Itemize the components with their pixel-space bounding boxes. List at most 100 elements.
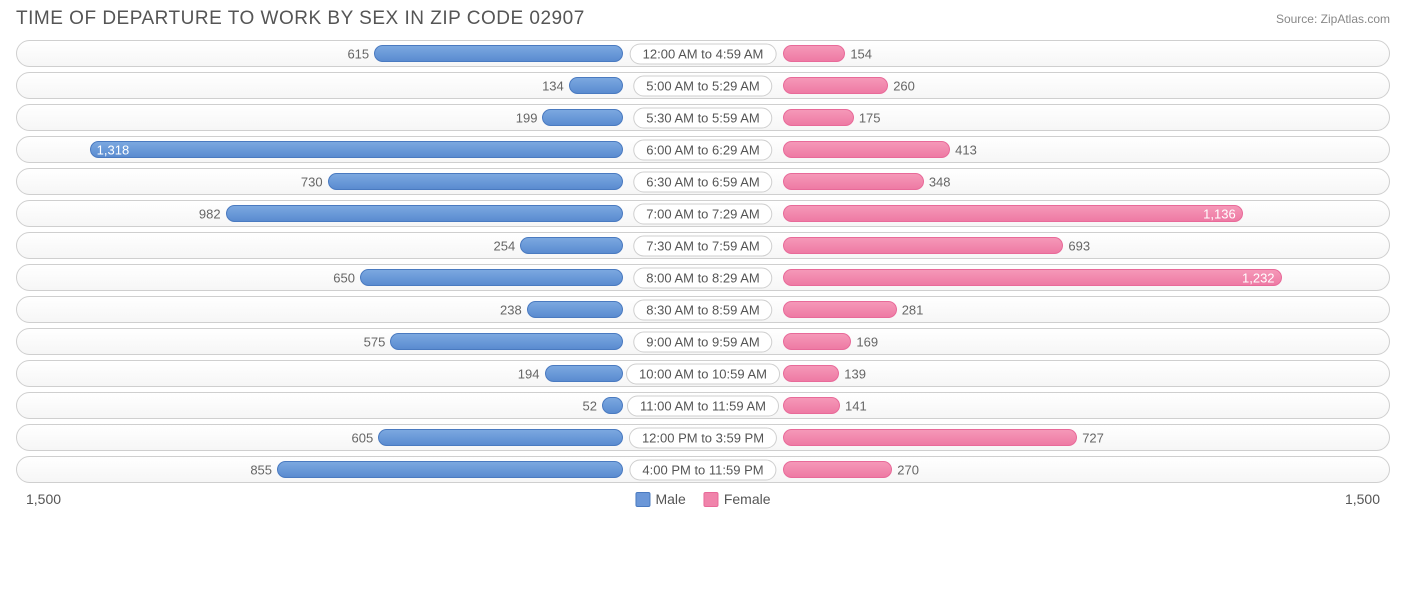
male-bar: 134	[569, 77, 623, 94]
female-value: 141	[839, 398, 867, 413]
female-value: 281	[896, 302, 924, 317]
female-half: 139	[703, 361, 1389, 386]
male-bar: 52	[602, 397, 623, 414]
chart-footer: 1,500 Male Female 1,500	[16, 489, 1390, 509]
chart-row: 575 9:00 AM to 9:59 AM 169	[16, 328, 1390, 355]
category-label: 12:00 AM to 4:59 AM	[630, 43, 777, 64]
male-value: 730	[301, 174, 329, 189]
category-label: 6:30 AM to 6:59 AM	[633, 171, 772, 192]
category-label: 10:00 AM to 10:59 AM	[626, 363, 780, 384]
female-bar: 169	[783, 333, 851, 350]
legend-item-female: Female	[704, 491, 771, 507]
male-bar: 730	[328, 173, 623, 190]
category-label: 7:00 AM to 7:29 AM	[633, 203, 772, 224]
male-bar: 855	[277, 461, 623, 478]
male-half: 730	[17, 169, 703, 194]
male-value: 238	[500, 302, 528, 317]
chart-row: 194 10:00 AM to 10:59 AM 139	[16, 360, 1390, 387]
male-bar: 605	[378, 429, 623, 446]
male-swatch-icon	[635, 492, 650, 507]
female-value: 270	[891, 462, 919, 477]
category-label: 5:30 AM to 5:59 AM	[633, 107, 772, 128]
female-half: 1,136	[703, 201, 1389, 226]
category-label: 5:00 AM to 5:29 AM	[633, 75, 772, 96]
chart-row: 615 12:00 AM to 4:59 AM 154	[16, 40, 1390, 67]
male-bar: 254	[520, 237, 623, 254]
axis-label-left: 1,500	[26, 491, 61, 507]
female-half: 348	[703, 169, 1389, 194]
female-half: 169	[703, 329, 1389, 354]
male-half: 52	[17, 393, 703, 418]
female-value: 175	[853, 110, 881, 125]
female-bar: 281	[783, 301, 897, 318]
female-half: 154	[703, 41, 1389, 66]
male-value: 52	[583, 398, 603, 413]
female-bar: 348	[783, 173, 924, 190]
chart-row: 605 12:00 PM to 3:59 PM 727	[16, 424, 1390, 451]
male-bar: 238	[527, 301, 623, 318]
category-label: 6:00 AM to 6:29 AM	[633, 139, 772, 160]
legend-item-male: Male	[635, 491, 685, 507]
male-half: 615	[17, 41, 703, 66]
female-value: 169	[850, 334, 878, 349]
male-half: 855	[17, 457, 703, 482]
female-half: 727	[703, 425, 1389, 450]
legend-female-label: Female	[724, 491, 771, 507]
male-bar: 194	[545, 365, 624, 382]
female-bar: 1,232	[783, 269, 1282, 286]
female-bar: 139	[783, 365, 839, 382]
female-half: 260	[703, 73, 1389, 98]
male-half: 194	[17, 361, 703, 386]
female-bar: 141	[783, 397, 840, 414]
male-half: 199	[17, 105, 703, 130]
female-bar: 693	[783, 237, 1063, 254]
female-value: 727	[1076, 430, 1104, 445]
chart-row: 855 4:00 PM to 11:59 PM 270	[16, 456, 1390, 483]
chart-row: 238 8:30 AM to 8:59 AM 281	[16, 296, 1390, 323]
female-value: 260	[887, 78, 915, 93]
female-half: 270	[703, 457, 1389, 482]
male-value: 855	[250, 462, 278, 477]
female-bar: 1,136	[783, 205, 1243, 222]
chart-row: 52 11:00 AM to 11:59 AM 141	[16, 392, 1390, 419]
category-label: 8:30 AM to 8:59 AM	[633, 299, 772, 320]
female-value: 1,136	[1203, 206, 1236, 221]
male-half: 650	[17, 265, 703, 290]
male-value: 982	[199, 206, 227, 221]
chart-row: 982 7:00 AM to 7:29 AM 1,136	[16, 200, 1390, 227]
male-bar: 1,318	[90, 141, 623, 158]
male-half: 1,318	[17, 137, 703, 162]
male-bar: 615	[374, 45, 623, 62]
male-value: 650	[333, 270, 361, 285]
female-value: 154	[844, 46, 872, 61]
male-value: 1,318	[97, 142, 130, 157]
chart-header: TIME OF DEPARTURE TO WORK BY SEX IN ZIP …	[16, 8, 1390, 30]
male-value: 575	[364, 334, 392, 349]
diverging-bar-chart: 615 12:00 AM to 4:59 AM 154 134 5:00 AM …	[16, 40, 1390, 483]
male-bar: 650	[360, 269, 623, 286]
female-value: 348	[923, 174, 951, 189]
male-value: 199	[516, 110, 544, 125]
female-value: 1,232	[1242, 270, 1275, 285]
chart-row: 650 8:00 AM to 8:29 AM 1,232	[16, 264, 1390, 291]
male-bar: 575	[390, 333, 623, 350]
female-half: 175	[703, 105, 1389, 130]
male-value: 194	[518, 366, 546, 381]
legend-male-label: Male	[655, 491, 685, 507]
category-label: 12:00 PM to 3:59 PM	[629, 427, 777, 448]
category-label: 4:00 PM to 11:59 PM	[629, 459, 776, 480]
chart-row: 134 5:00 AM to 5:29 AM 260	[16, 72, 1390, 99]
female-half: 693	[703, 233, 1389, 258]
female-swatch-icon	[704, 492, 719, 507]
male-bar: 982	[226, 205, 623, 222]
male-half: 605	[17, 425, 703, 450]
category-label: 7:30 AM to 7:59 AM	[633, 235, 772, 256]
female-bar: 413	[783, 141, 950, 158]
female-value: 693	[1062, 238, 1090, 253]
female-value: 139	[838, 366, 866, 381]
female-half: 1,232	[703, 265, 1389, 290]
female-bar: 270	[783, 461, 892, 478]
chart-row: 199 5:30 AM to 5:59 AM 175	[16, 104, 1390, 131]
chart-row: 1,318 6:00 AM to 6:29 AM 413	[16, 136, 1390, 163]
female-value: 413	[949, 142, 977, 157]
